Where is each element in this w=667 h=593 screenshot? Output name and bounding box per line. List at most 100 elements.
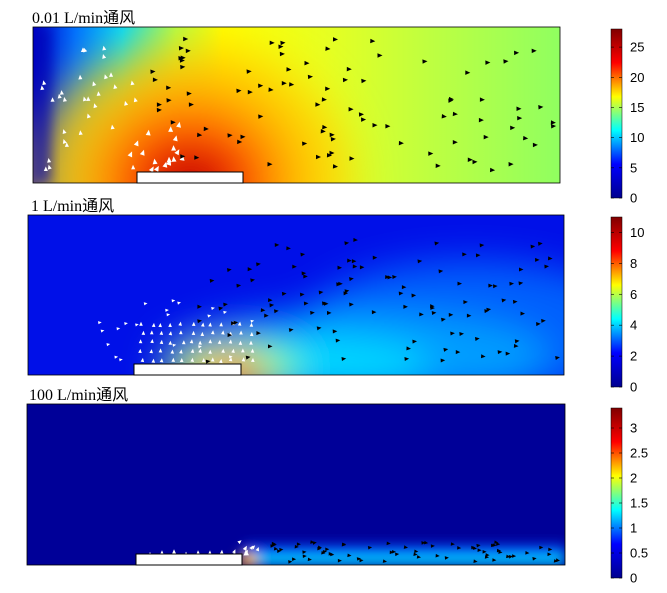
- velocity-arrow: [326, 310, 332, 315]
- velocity-arrow: [218, 358, 223, 364]
- velocity-arrow: [87, 113, 91, 119]
- velocity-arrow: [343, 291, 349, 296]
- velocity-arrow: [93, 103, 98, 109]
- velocity-arrow: [492, 558, 497, 562]
- velocity-arrow: [512, 554, 517, 558]
- velocity-arrow: [310, 310, 315, 315]
- velocity-arrow: [510, 125, 516, 131]
- velocity-arrow: [116, 327, 121, 331]
- velocity-arrow: [188, 102, 194, 107]
- colorbar-tick-label: 2.5: [630, 446, 648, 461]
- velocity-arrow: [133, 140, 139, 147]
- velocity-arrow: [452, 140, 458, 145]
- velocity-arrow: [441, 317, 446, 322]
- velocity-arrow: [361, 117, 367, 122]
- velocity-arrow: [347, 258, 352, 263]
- velocity-arrow: [127, 151, 133, 158]
- heatmap-field: [27, 404, 565, 565]
- velocity-arrow: [59, 90, 64, 95]
- velocity-arrow: [190, 357, 194, 362]
- velocity-arrow: [62, 129, 67, 134]
- colorbar-tick-label: 8: [630, 256, 637, 271]
- velocity-arrow: [492, 284, 498, 289]
- velocity-arrow: [485, 553, 490, 557]
- velocity-arrow: [233, 320, 239, 325]
- velocity-arrow: [509, 281, 514, 286]
- velocity-arrow: [329, 150, 335, 156]
- velocity-arrow: [209, 278, 215, 283]
- velocity-arrow: [457, 281, 462, 286]
- velocity-arrow: [395, 552, 400, 557]
- velocity-arrow: [47, 164, 52, 170]
- velocity-arrow: [223, 310, 227, 314]
- velocity-arrow: [139, 149, 145, 156]
- velocity-arrow: [247, 89, 253, 95]
- velocity-arrow: [483, 134, 489, 140]
- velocity-arrow: [417, 259, 423, 264]
- velocity-arrow: [302, 141, 308, 146]
- velocity-arrow: [139, 321, 143, 326]
- velocity-arrow: [256, 331, 261, 336]
- velocity-arrow: [237, 321, 242, 326]
- velocity-arrow: [505, 351, 511, 356]
- velocity-arrow: [179, 330, 183, 335]
- velocity-arrow: [539, 545, 544, 550]
- velocity-arrow: [176, 121, 181, 128]
- velocity-arrow: [277, 549, 282, 554]
- velocity-arrow: [168, 340, 173, 345]
- velocity-arrow: [323, 301, 329, 306]
- velocity-arrow: [205, 359, 211, 364]
- velocity-arrow: [171, 156, 177, 162]
- velocity-arrow: [547, 552, 552, 557]
- velocity-arrow: [349, 156, 355, 161]
- velocity-arrow: [250, 319, 255, 323]
- velocity-arrow: [226, 268, 232, 273]
- velocity-arrow: [198, 340, 202, 345]
- velocity-arrow: [480, 354, 486, 359]
- velocity-arrow: [171, 299, 176, 303]
- velocity-arrow: [180, 154, 186, 159]
- velocity-arrow: [281, 291, 287, 296]
- velocity-arrow: [496, 542, 501, 546]
- velocity-arrow: [250, 348, 255, 353]
- velocity-arrow: [341, 356, 347, 362]
- velocity-arrow: [197, 319, 202, 324]
- velocity-arrow: [64, 142, 69, 147]
- heatmap-field: [33, 27, 560, 183]
- velocity-arrow: [78, 130, 83, 136]
- velocity-arrow: [466, 313, 472, 318]
- velocity-arrow: [258, 114, 264, 119]
- velocity-arrow: [40, 85, 45, 91]
- colorbar-tick-label: 6: [630, 287, 637, 302]
- velocity-arrow: [208, 349, 212, 354]
- panel-title: 0.01 L/min通风: [32, 10, 136, 27]
- velocity-arrow: [148, 166, 154, 173]
- velocity-arrow: [489, 167, 496, 173]
- velocity-arrow: [152, 77, 158, 83]
- velocity-arrow: [141, 330, 146, 335]
- velocity-arrow: [317, 546, 322, 551]
- velocity-arrow: [289, 82, 295, 87]
- velocity-arrow: [294, 544, 299, 549]
- velocity-arrow: [286, 67, 292, 72]
- velocity-arrow: [150, 69, 156, 74]
- velocity-arrow: [114, 355, 119, 359]
- velocity-arrow: [219, 322, 223, 327]
- velocity-arrow: [62, 97, 67, 102]
- velocity-arrow: [455, 350, 461, 355]
- velocity-arrow: [307, 557, 312, 562]
- velocity-arrow: [532, 557, 537, 561]
- velocity-arrow: [106, 343, 111, 347]
- colorbar-tick-label: 20: [630, 70, 644, 85]
- velocity-arrow: [246, 69, 252, 74]
- velocity-arrow: [191, 330, 196, 335]
- velocity-arrow: [270, 544, 275, 548]
- velocity-arrow: [96, 91, 101, 96]
- velocity-arrow: [249, 545, 253, 550]
- velocity-arrow: [372, 122, 378, 128]
- velocity-arrow: [443, 347, 449, 352]
- velocity-arrow: [273, 546, 279, 551]
- velocity-arrow: [452, 111, 458, 117]
- velocity-arrow: [62, 139, 67, 144]
- velocity-arrow: [322, 124, 328, 130]
